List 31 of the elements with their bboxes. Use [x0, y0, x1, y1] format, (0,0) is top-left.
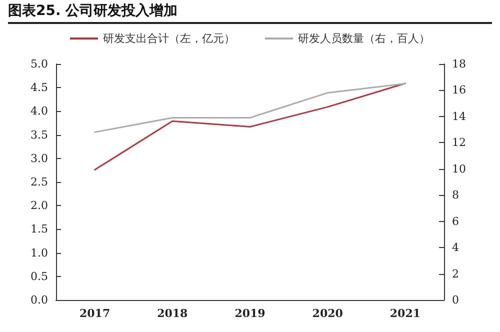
- y-tick-label: 2.0: [30, 199, 48, 212]
- y-tick-label: 4.0: [30, 104, 48, 118]
- y2-tick-label: 16: [452, 84, 466, 97]
- y2-tick-label: 18: [452, 58, 466, 70]
- y2-tick-label: 8: [452, 188, 459, 202]
- y2-tick-label: 4: [452, 241, 459, 254]
- y2-tick-label: 12: [452, 136, 466, 150]
- x-tick-label: 2019: [234, 307, 266, 320]
- x-tick-label: 2018: [157, 307, 188, 320]
- y2-tick-label: 6: [452, 214, 459, 228]
- y-tick-label: 0.5: [30, 270, 48, 283]
- x-tick-label: 2017: [79, 307, 110, 320]
- y-tick-label: 3.0: [30, 152, 48, 165]
- x-tick-label: 2021: [390, 307, 421, 320]
- y2-tick-label: 2: [452, 267, 459, 280]
- y-tick-label: 5.0: [30, 58, 48, 70]
- y-tick-label: 4.5: [30, 81, 48, 94]
- y-tick-label: 3.5: [30, 128, 48, 142]
- line-series: [94, 82, 406, 133]
- y-tick-label: 1.5: [30, 222, 48, 236]
- y-tick-label: 2.5: [30, 176, 48, 188]
- x-tick-label: 2020: [312, 307, 344, 320]
- y-tick-label: 0.0: [30, 294, 48, 306]
- y2-tick-label: 10: [452, 162, 466, 176]
- y-tick-label: 1.0: [30, 246, 48, 260]
- y2-tick-label: 0: [452, 294, 459, 306]
- legend-label: 研发支出合计（左，亿元）: [103, 32, 235, 45]
- legend-label: 研发人员数量（右，百人）: [298, 32, 430, 45]
- line-series: [94, 82, 406, 170]
- y2-tick-label: 14: [452, 110, 466, 123]
- chart-title: 图表25. 公司研发投入增加: [8, 2, 178, 20]
